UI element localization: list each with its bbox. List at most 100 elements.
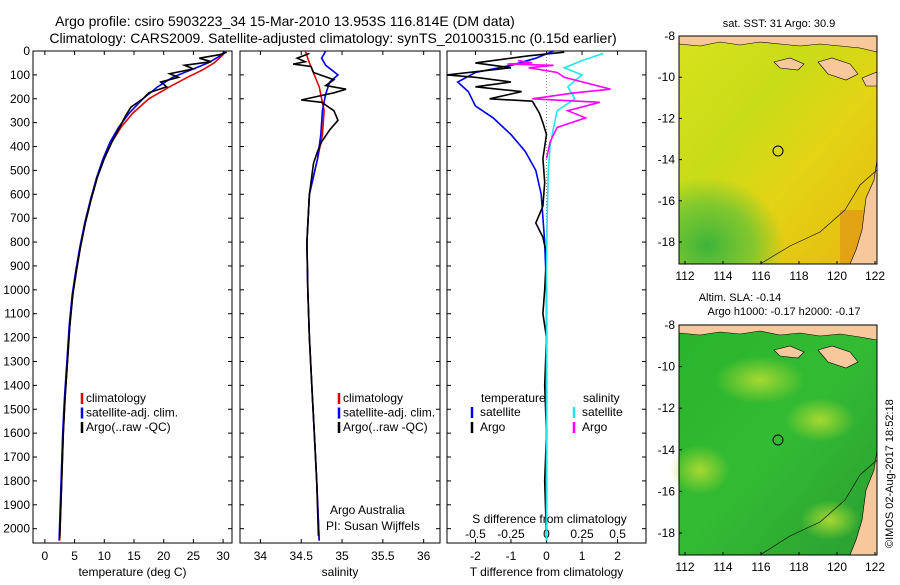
salinity-plot: 34 34.5 35 35.5 36 salinity climatologysatelli… [239,50,441,579]
depth-tick-label: 900 [10,259,30,273]
imos-credit: ©IMOS 02-Aug-2017 18:52:18 [884,399,896,548]
depth-tick-label: 800 [10,235,30,249]
legend-label: satellite [480,405,521,419]
map-x-tick-label: 120 [827,560,847,574]
differences-series-t-argo [446,51,565,539]
salinity-series-argo-raw-qc- [292,52,347,536]
salinity-x-axis-label: salinity [322,565,359,579]
salinity-x-tick-label: 35.5 [371,549,395,563]
map-y-tick-label: -12 [658,401,676,415]
depth-tick-label: 1100 [4,307,30,321]
temperature-x-axis-label: temperature (deg C) [78,565,186,579]
sla-anomaly-patch [715,356,805,404]
sla-map: Altim. SLA: -0.14 Argo h1000: -0.17 h200… [658,292,886,574]
sla-island [773,345,805,359]
s-difference-tick-label: 0.5 [609,527,626,541]
legend-label: satellite-adj. clim. [86,406,178,420]
salinity-plot-frame [239,50,441,544]
map-x-tick-label: 120 [827,269,847,283]
temperature-series-satellite-adj-clim- [58,50,227,541]
differences-x-tick-label: 2 [614,549,621,563]
differences-series-s-argo [507,59,611,159]
depth-tick-label: 1900 [3,498,30,512]
depth-tick-label: 2000 [3,522,30,536]
temperature-series-argo-raw-qc- [58,51,227,539]
legend-title-temperature: temperature [481,391,546,405]
sst-map-title: sat. SST: 31 Argo: 30.9 [723,18,836,30]
s-difference-tick-label: 0.25 [570,527,594,541]
map-y-tick-label: -16 [658,194,676,208]
sla-anomaly-patch [800,500,860,540]
legend-label: satellite-adj. clim. [343,406,435,420]
depth-tick-label: 600 [10,187,30,201]
header-line-1: Argo profile: csiro 5903223_34 15-Mar-20… [55,13,515,29]
temperature-x-tick-label: 5 [71,549,78,563]
sla-argo-location-marker [772,434,784,446]
sla-land-north [678,324,878,341]
sla-anomaly-patch [785,398,855,442]
temperature-plot: 0 100 200 300 400 500 600 700 800 900 1000 1100 1200… [3,44,233,579]
map-x-tick-label: 112 [675,560,694,574]
sst-cool-patch [679,140,819,264]
sst-island [773,57,805,71]
s-difference-axis-label: S difference from climatology [472,512,627,526]
depth-tick-label: 400 [10,140,30,154]
depth-tick-label: 1200 [3,331,30,345]
sla-map-ticks: -8 -10 -12 -14 -16 -18 112 114 116 118 120 122 [658,318,886,574]
sst-map-ticks: -8 -10 -12 -14 -16 -18 112 114 116 118 120 122 [658,29,886,283]
depth-tick-label: 300 [10,116,30,130]
sla-map-title-2: Argo h1000: -0.17 h2000: -0.17 [708,306,861,318]
salinity-x-tick-label: 35 [335,549,349,563]
sla-map-title-1: Altim. SLA: -0.14 [699,292,782,304]
temperature-x-tick-label: 25 [187,549,201,563]
legend-label: Argo(..raw -QC) [86,420,171,434]
salinity-x-tick-label: 36 [417,549,431,563]
map-x-tick-label: 114 [713,269,732,283]
map-y-tick-label: -12 [658,111,676,125]
annotation-pi-name: PI: Susan Wijffels [326,519,420,533]
sst-island [817,57,859,81]
depth-tick-label: 1000 [3,283,30,297]
differences-x-tick-label: -2 [470,549,481,563]
map-x-tick-label: 116 [751,560,770,574]
sst-map: sat. SST: 31 Argo: 30.9 [658,18,886,283]
map-x-tick-label: 114 [713,560,732,574]
map-x-tick-label: 122 [865,269,885,283]
legend-label: satellite [582,405,623,419]
depth-tick-label: 500 [10,163,30,177]
differences-series-s-satellite [545,52,604,541]
legend-label: Argo(..raw -QC) [343,420,428,434]
differences-x-tick-label: 1 [579,549,586,563]
salinity-x-tick-label: 34 [254,549,268,563]
differences-x-axis-label: T difference from climatology [470,565,624,579]
legend-label: Argo [480,420,506,434]
depth-tick-label: 1700 [3,450,30,464]
map-x-tick-label: 118 [789,269,808,283]
temperature-series-climatology [58,50,227,541]
temperature-x-tick-label: 30 [216,549,230,563]
sla-island [817,345,859,369]
depth-tick-label: 1500 [3,402,30,416]
annotation-argo-australia: Argo Australia [330,503,405,517]
temperature-x-tick-label: 0 [42,549,49,563]
depth-tick-label: 100 [10,68,30,82]
temperature-x-tick-label: 15 [127,549,141,563]
legend-label: climatology [86,391,146,405]
depth-tick-label: 1300 [3,354,30,368]
salinity-x-tick-label: 34.5 [290,549,314,563]
depth-tick-label: 1400 [3,378,30,392]
map-y-tick-label: -8 [664,318,675,332]
sla-bathymetry-contour [759,459,878,556]
map-x-tick-label: 122 [865,560,885,574]
depth-tick-label: 700 [10,211,30,225]
sla-anomaly-patch [670,445,730,495]
legend-label: Argo [582,420,608,434]
map-y-tick-label: -18 [658,526,676,540]
map-y-tick-label: -14 [658,443,676,457]
sst-bathymetry-contour [759,169,878,265]
map-y-tick-label: -10 [658,70,676,84]
depth-tick-label: 200 [10,92,30,106]
temperature-plot-frame [32,50,233,544]
differences-x-tick-label: -1 [506,549,517,563]
